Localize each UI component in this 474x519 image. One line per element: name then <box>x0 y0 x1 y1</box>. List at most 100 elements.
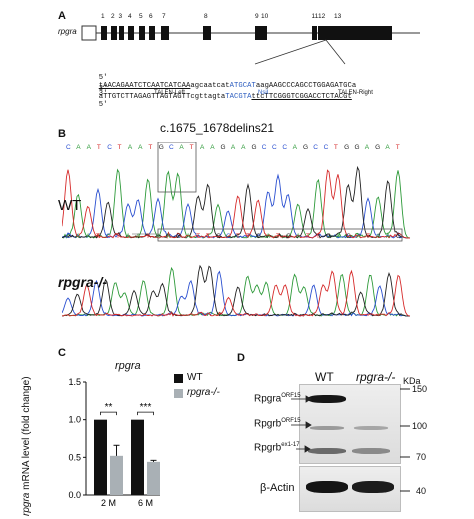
row3-name: Rpgrb <box>254 442 282 454</box>
exon-label-8: 8 <box>204 13 208 20</box>
bar-0-0 <box>94 419 107 495</box>
bar-1-0 <box>110 455 123 495</box>
exon-label-7: 7 <box>162 13 166 20</box>
exon-5 <box>139 26 145 40</box>
nsi-label: NsiI <box>258 90 269 96</box>
exon-label-13: 13 <box>334 13 342 20</box>
exon-6 <box>149 26 155 40</box>
seq-bottom-5prime: 5' <box>98 101 108 109</box>
mut-bases-base-17: T <box>236 233 240 240</box>
y-tick-label-0: 0.0 <box>68 490 81 500</box>
row2-label: RpgrbORF15 <box>254 418 301 429</box>
wt-bases-base-20: C <box>272 144 277 151</box>
mut-bases-base-24: T <box>306 233 310 240</box>
exon-label-3: 3 <box>118 13 123 20</box>
exon-label-1: 1 <box>101 13 105 20</box>
western-blot-main <box>299 384 401 464</box>
wt-bases-base-14: A <box>210 144 215 151</box>
mut-bases-base-3: T <box>96 233 100 240</box>
row2-sup: ORF15 <box>281 418 301 424</box>
mut-bases-base-18: T <box>246 233 250 240</box>
bar-0-1 <box>131 419 144 495</box>
seq-top-talen-left: tAACAGAATCTCAATCATCAA <box>98 82 191 90</box>
wt-bases-base-18: G <box>251 144 256 151</box>
wt-bases-base-6: A <box>128 144 133 151</box>
seq-bottom-nsi-site: TACGTA <box>225 93 252 101</box>
wt-bases-base-27: G <box>344 144 349 151</box>
wt-bases-base-13: A <box>200 144 205 151</box>
exon-10 <box>261 26 267 40</box>
band-rpgra-wt <box>308 395 346 403</box>
wt-bases-base-15: G <box>221 144 226 151</box>
marker-40: 40 <box>416 486 427 496</box>
wt-bases-base-12: T <box>190 144 194 151</box>
col-mut-label: rpgra-/- <box>356 370 396 384</box>
mut-bases-base-11: G <box>176 233 181 240</box>
wt-bases-base-21: C <box>282 144 287 151</box>
legend-wt-label: WT <box>187 372 203 383</box>
mut-bases-base-30: T <box>366 233 370 240</box>
seq-top-3prime: 3' <box>98 90 108 98</box>
wt-bases-base-22: A <box>293 144 298 151</box>
mut-traces-trace-3 <box>62 269 411 317</box>
mutation-label: c.1675_1678delins21 <box>160 121 275 135</box>
seq-top-5prime: 5' <box>98 74 108 82</box>
wt-highlight-box <box>157 142 197 193</box>
seq-bottom-3prime: 3' <box>98 85 108 93</box>
sig-bracket-0 <box>100 411 117 416</box>
y-tick-label-1: 0.5 <box>68 452 81 462</box>
exon-8 <box>203 26 211 40</box>
marker-100: 100 <box>412 421 428 431</box>
zoom-line-left <box>254 39 327 65</box>
seq-bottom-line: 3' aTTGTCTTAGAGTTAGTAGTTcgttagtaTACGTAtt… <box>90 77 352 109</box>
wt-bases-base-24: C <box>313 144 318 151</box>
talen-left-label: TALEN-Left <box>154 90 185 96</box>
talen-right-label: TALEN-Right <box>338 90 373 96</box>
band-rpgrb-ex-mut <box>352 448 390 454</box>
seq-top-right: aagAAGCCCAGCCTGGAGATGCa <box>255 82 357 90</box>
band-actin-mut <box>352 481 394 493</box>
wt-bases-base-3: T <box>97 144 101 151</box>
sig-label-0: ** <box>105 402 113 413</box>
exon-13 <box>324 26 392 40</box>
y-tick-label-2: 1.0 <box>68 415 81 425</box>
mut-bases-base-6: A <box>126 233 131 240</box>
arrow-row1-head <box>305 395 312 403</box>
y-tick-label-3: 1.5 <box>68 377 81 387</box>
wt-label: WT <box>58 197 82 214</box>
bar-1-1 <box>147 461 160 495</box>
panel-a-letter: A <box>58 10 66 22</box>
mut-bases-base-1: A <box>76 233 81 240</box>
mut-bases-base-33: G <box>396 233 401 240</box>
wt-bases-base-25: C <box>324 144 329 151</box>
band-rpgrb-orf15-wt <box>310 426 344 430</box>
wt-bases-base-32: T <box>396 144 400 151</box>
panel-b-letter: B <box>58 128 66 140</box>
sig-label-1: *** <box>140 402 152 413</box>
wt-bases-base-19: C <box>262 144 267 151</box>
chart-plot-area: 0.0 0.5 1.0 1.5 ** 2 M *** 6 M <box>68 377 160 508</box>
wt-traces-trace-3 <box>62 169 410 239</box>
exon-7 <box>161 26 169 40</box>
band-rpgrb-ex-wt <box>308 448 346 454</box>
wt-bases-base-0: C <box>66 144 71 151</box>
seq-top-line: 5' tAACAGAATCTCAATCATCAAagcaatcatATGCATa… <box>90 66 356 98</box>
wt-bases-base-2: A <box>87 144 92 151</box>
wt-bases-base-26: T <box>334 144 338 151</box>
mut-bases-base-5: T <box>116 233 120 240</box>
western-blot-actin <box>299 466 401 512</box>
wt-bases-base-11: A <box>179 144 184 151</box>
exon-label-6: 6 <box>149 13 153 20</box>
mut-bases-base-21: T <box>276 233 280 240</box>
seq-bottom-spacer: cgttagta <box>190 93 226 101</box>
marker-70: 70 <box>416 452 427 462</box>
zoom-line-right <box>325 39 346 65</box>
wt-bases-base-28: G <box>354 144 359 151</box>
mut-bases-base-2: A <box>86 233 91 240</box>
x-tick-label-0: 2 M <box>101 498 116 508</box>
mut-bases-base-7: A <box>136 233 141 240</box>
